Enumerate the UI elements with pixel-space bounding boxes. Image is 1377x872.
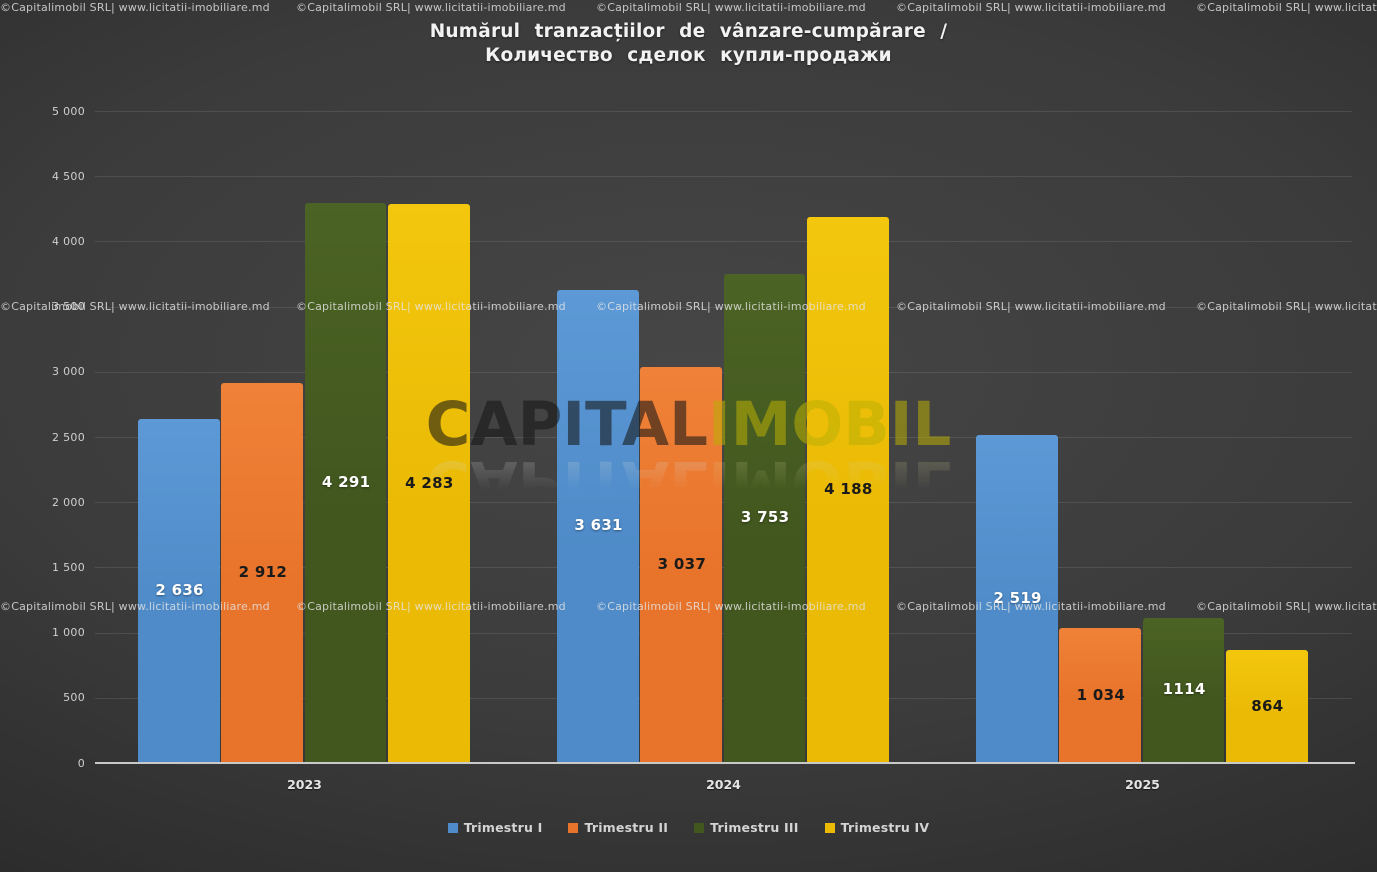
bar-2025-trimestru-iii — [1142, 617, 1225, 763]
bar-value-label: 4 188 — [824, 479, 873, 498]
bar-2023-trimestru-i — [137, 419, 220, 763]
y-axis-tick-label: 1 500 — [52, 560, 85, 574]
bar-value-label: 3 631 — [574, 516, 623, 535]
watermark-text: ©Capitalimobil SRL| www.licitatii-imobil… — [0, 600, 270, 613]
bar-2024-trimestru-i — [556, 289, 639, 763]
chart-title-line1: Numărul tranzacțiilor de vânzare-cumpăra… — [429, 21, 948, 42]
chart-title-line2: Количество сделок купли-продажи — [485, 45, 892, 66]
bar-value-label: 2 912 — [238, 563, 288, 582]
legend-item-trimestru-iv: Trimestru IV — [824, 820, 930, 835]
legend-swatch-icon — [568, 822, 579, 833]
legend-swatch-icon — [447, 822, 458, 833]
legend-label: Trimestru II — [584, 820, 669, 835]
watermark-text: ©Capitalimobil SRL| www.licitatii-imobil… — [296, 600, 566, 613]
bar-2023-trimestru-iv — [387, 204, 470, 763]
watermark-text: ©Capitalimobil SRL| www.licitatii-imobil… — [896, 1, 1166, 14]
watermark-text: ©Capitalimobil SRL| www.licitatii-imobil… — [296, 1, 566, 14]
bar-2024-trimestru-iv — [806, 216, 889, 763]
legend-label: Trimestru I — [463, 820, 543, 835]
legend-swatch-icon — [694, 822, 705, 833]
gridline — [95, 111, 1352, 112]
bar-value-label: 4 291 — [321, 473, 371, 492]
y-axis-tick-label: 3 500 — [52, 300, 85, 314]
bar-value-label: 864 — [1251, 696, 1284, 715]
bar-2025-trimestru-ii — [1059, 628, 1141, 763]
watermark-text: ©Capitalimobil SRL| www.licitatii-imobil… — [0, 1, 270, 14]
legend-swatch-icon — [824, 822, 835, 833]
gridline — [95, 176, 1352, 178]
y-axis-tick-label: 500 — [63, 691, 85, 705]
chart-title: Numărul tranzacțiilor de vânzare-cumpăra… — [0, 20, 1377, 68]
legend-item-trimestru-iii: Trimestru III — [694, 820, 799, 835]
x-axis-category-label: 2024 — [706, 777, 741, 792]
y-axis-tick-label: 4 500 — [52, 169, 85, 183]
legend-label: Trimestru IV — [840, 820, 930, 835]
bar-value-label: 2 519 — [993, 588, 1042, 607]
y-axis-tick-label: 2 500 — [52, 430, 85, 444]
watermark-text: ©Capitalimobil SRL| www.licitatii-imobil… — [0, 300, 270, 313]
bar-2025-trimestru-iv — [1225, 650, 1308, 763]
bar-value-label: 1114 — [1162, 680, 1206, 699]
watermark-text: ©Capitalimobil SRL| www.licitatii-imobil… — [896, 300, 1166, 313]
y-axis-tick-label: 1 000 — [52, 626, 85, 640]
gridline — [95, 241, 1352, 243]
bar-value-label: 1 034 — [1076, 685, 1126, 704]
bar-value-label: 3 753 — [740, 508, 790, 527]
y-axis-tick-label: 5 000 — [52, 104, 85, 118]
brand-word-capital: CAPITAL — [425, 389, 709, 460]
bar-2025-trimestru-i — [975, 434, 1058, 763]
watermark-text: ©Capitalimobil SRL| www.licitatii-imobil… — [296, 300, 566, 313]
watermark-text: ©Capitalimobil SRL| www.licitatii-imobil… — [1196, 300, 1377, 313]
y-axis-tick-label: 2 000 — [52, 495, 85, 509]
brand-word-imobil: IMOBIL — [708, 389, 952, 460]
bar-value-label: 2 636 — [155, 581, 204, 600]
bar-2023-trimestru-ii — [221, 383, 303, 763]
bar-value-label: 4 283 — [405, 473, 454, 492]
y-axis-tick-label: 4 000 — [52, 234, 85, 248]
watermark-text: ©Capitalimobil SRL| www.licitatii-imobil… — [596, 600, 866, 613]
legend-label: Trimestru III — [710, 820, 799, 835]
watermark-text: ©Capitalimobil SRL| www.licitatii-imobil… — [596, 1, 866, 14]
bar-2024-trimestru-ii — [640, 366, 722, 763]
x-axis-category-label: 2023 — [287, 777, 322, 792]
y-axis-tick-label: 0 — [77, 756, 85, 770]
legend: Trimestru I Trimestru II Trimestru III Trim… — [0, 820, 1377, 835]
legend-item-trimestru-i: Trimestru I — [447, 820, 543, 835]
y-axis-tick-label: 3 000 — [52, 365, 85, 379]
legend-item-trimestru-ii: Trimestru II — [568, 820, 668, 835]
watermark-text: ©Capitalimobil SRL| www.licitatii-imobil… — [896, 600, 1166, 613]
bar-2024-trimestru-iii — [723, 273, 806, 763]
watermark-text: ©Capitalimobil SRL| www.licitatii-imobil… — [596, 300, 866, 313]
bar-2023-trimestru-iii — [304, 203, 387, 763]
watermark-text: ©Capitalimobil SRL| www.licitatii-imobil… — [1196, 600, 1377, 613]
brand-watermark: CAPITALIMOBIL — [426, 394, 952, 455]
watermark-text: ©Capitalimobil SRL| www.licitatii-imobil… — [1196, 1, 1377, 14]
x-axis-line — [95, 762, 1355, 764]
x-axis-category-label: 2025 — [1125, 777, 1160, 792]
bar-value-label: 3 037 — [657, 554, 707, 573]
